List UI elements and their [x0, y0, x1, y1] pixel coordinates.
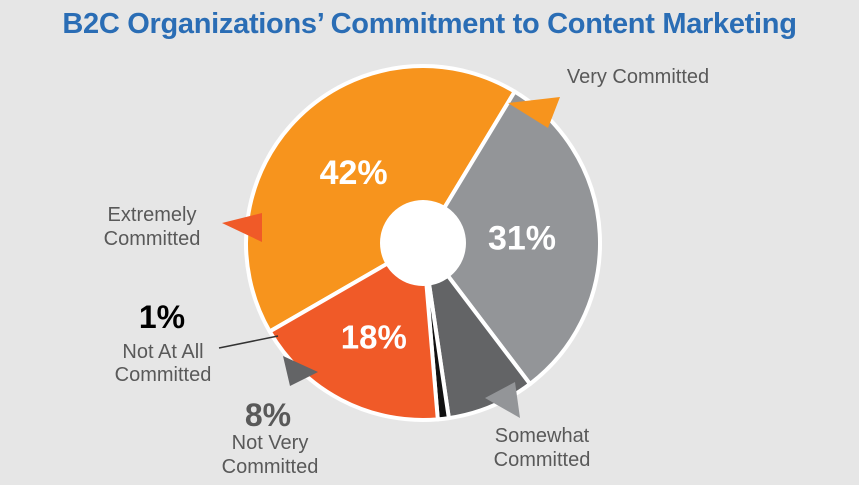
value-label-very: 42%: [320, 154, 388, 192]
value-label-somewhat: 31%: [488, 220, 556, 258]
category-label-line: Not Very: [232, 432, 309, 454]
category-label-notatall: Not At All Committed: [115, 341, 212, 386]
pie-slices: [244, 64, 602, 422]
category-label-line: Not At All: [122, 341, 203, 363]
category-label-line: Committed: [104, 228, 201, 250]
category-label-somewhat: Somewhat Committed: [494, 425, 591, 471]
value-label-notatall: 1%: [139, 299, 185, 335]
chart-title: B2C Organizations’ Commitment to Content…: [62, 8, 797, 40]
category-label-line: Extremely: [108, 204, 197, 226]
category-label-very: Very Committed: [567, 66, 709, 88]
category-label-line: Very Committed: [567, 66, 709, 88]
category-label-line: Committed: [115, 364, 212, 386]
category-label-extremely: Extremely Committed: [104, 204, 201, 250]
category-label-line: Committed: [494, 449, 591, 471]
category-label-line: Somewhat: [495, 425, 590, 447]
callout-tail-notvery: [283, 356, 318, 386]
value-label-notvery: 8%: [245, 397, 291, 433]
category-label-notvery: Not Very Committed: [222, 432, 319, 478]
category-label-line: Committed: [222, 456, 319, 478]
callout-tail-very: [508, 97, 560, 128]
slice-very: [244, 64, 517, 334]
callout-tail-extremely: [222, 213, 262, 242]
value-label-extremely: 18%: [341, 319, 407, 356]
donut-hole: [380, 200, 466, 286]
slice-extremely: [267, 241, 440, 422]
leader-line-notatall: [218, 335, 279, 349]
callout-tails: [218, 97, 560, 418]
callout-tail-somewhat: [485, 382, 520, 418]
